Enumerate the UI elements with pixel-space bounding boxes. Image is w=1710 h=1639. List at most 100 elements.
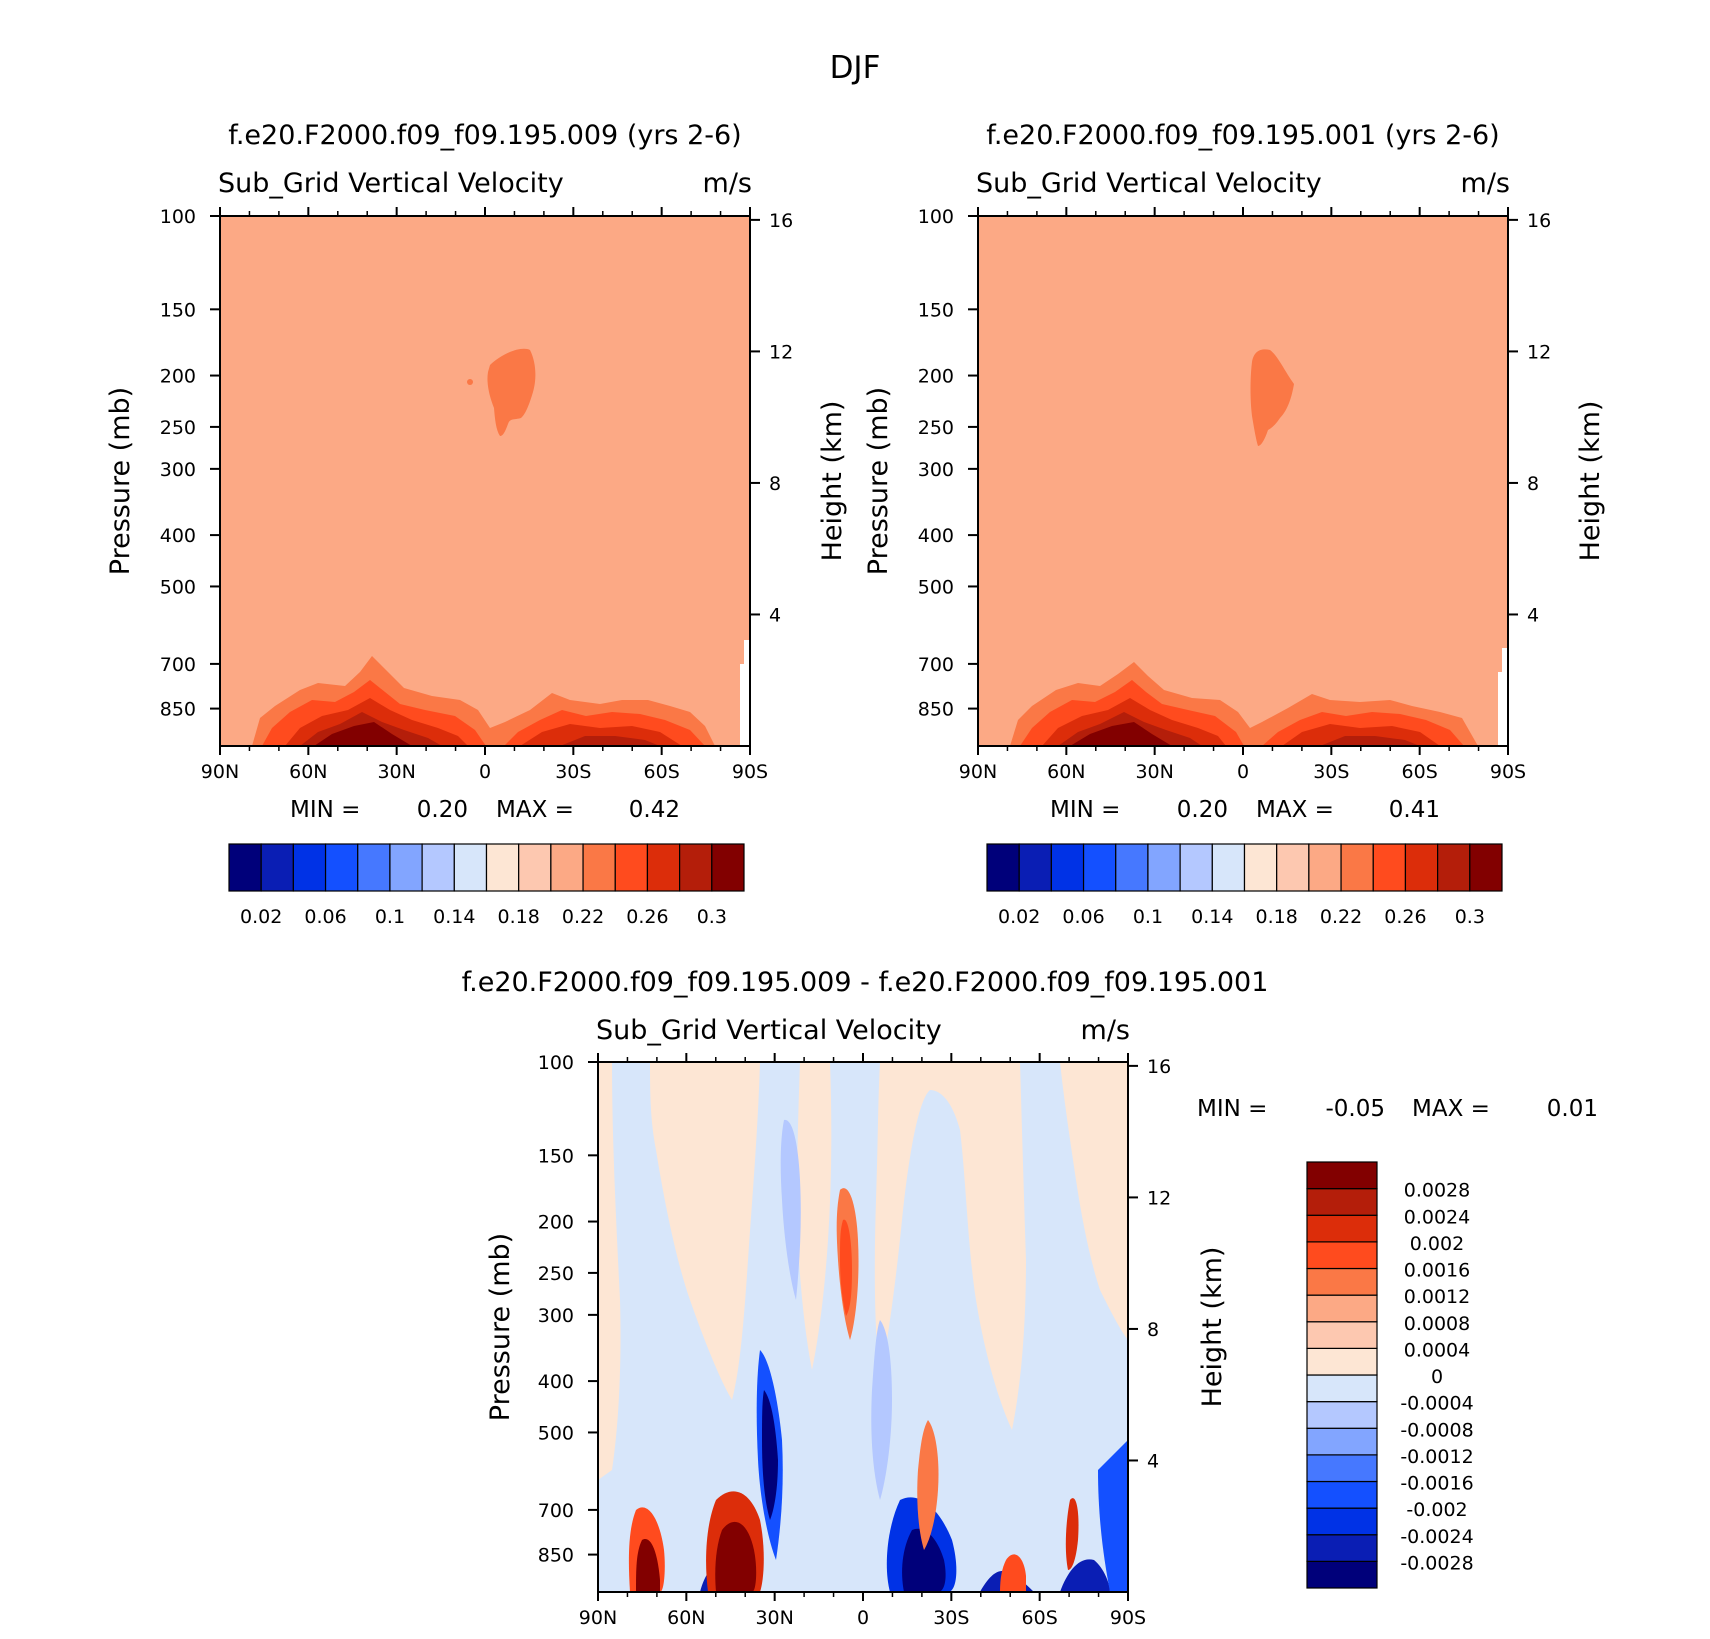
panel-3-ylabel: Pressure (mb) <box>485 1233 516 1421</box>
colorbar-box <box>1306 1374 1378 1403</box>
panel-1-plot-area <box>220 216 750 746</box>
colorbar-box <box>1306 1241 1378 1270</box>
x-tick-label: 30N <box>1135 761 1173 783</box>
colorbar-label: 0.18 <box>498 906 540 928</box>
panel-3-positive-core-2 <box>840 1219 852 1316</box>
panel-2-field <box>978 216 1508 746</box>
y-tick-label: 200 <box>160 366 196 388</box>
panel-1-colorbar: 0.02 0.06 0.1 0.14 0.18 0.22 0.26 0.3 <box>228 843 745 928</box>
colorbar-label: 0.002 <box>1410 1233 1464 1255</box>
panel-3-negative-band-2 <box>871 1320 892 1500</box>
colorbar-box <box>1276 843 1310 892</box>
colorbar-box <box>711 843 745 892</box>
x-tick-label: 0 <box>479 761 491 783</box>
colorbar-box <box>1308 843 1342 892</box>
colorbar-box <box>1306 1401 1378 1429</box>
x-tick-label: 60N <box>1047 761 1085 783</box>
y-tick-label: 100 <box>538 1052 574 1074</box>
colorbar-box <box>292 843 327 892</box>
colorbar-box <box>646 843 681 892</box>
panel-1: f.e20.F2000.f09_f09.195.009 (yrs 2-6) Su… <box>105 120 848 928</box>
colorbar-label: 0 <box>1431 1366 1443 1388</box>
colorbar-box <box>1306 1507 1378 1536</box>
x-tick-label: 90S <box>1110 1607 1146 1629</box>
colorbar-box <box>1306 1321 1378 1349</box>
x-tick-label: 60S <box>1402 761 1438 783</box>
colorbar-label: 0.06 <box>304 906 346 928</box>
y-tick-label: 250 <box>918 417 954 439</box>
panel-1-axes: 90N 60N 30N 0 30S 60S 90S 100 150 200 250 300 400 500… <box>160 206 793 783</box>
y2-tick-label: 4 <box>769 604 781 626</box>
panel-2-min-label: MIN = <box>1050 797 1120 823</box>
colorbar-box <box>986 843 1020 892</box>
colorbar-box <box>679 843 713 892</box>
y-tick-label: 300 <box>538 1305 574 1327</box>
panel-2-contour-upper-max <box>1250 349 1294 446</box>
y-tick-label: 200 <box>538 1212 574 1234</box>
y-tick-label: 850 <box>918 699 954 721</box>
panel-3-positive-core-8 <box>1000 1554 1026 1592</box>
y-tick-label: 150 <box>160 299 196 321</box>
panel-1-field <box>220 216 750 746</box>
y-tick-label: 300 <box>918 459 954 481</box>
panel-1-max-label: MAX = <box>496 797 574 823</box>
colorbar-box <box>614 843 649 892</box>
panel-1-contour-max <box>314 722 412 746</box>
panel-1-variable: Sub_Grid Vertical Velocity <box>218 168 564 199</box>
panel-1-missing-data <box>740 664 750 746</box>
y2-tick-label: 12 <box>769 341 793 363</box>
colorbar-label: 0.1 <box>1133 906 1163 928</box>
colorbar-label: 0.14 <box>433 906 475 928</box>
panel-3-positive-core-7 <box>715 1521 757 1592</box>
y2-tick-label: 16 <box>769 210 793 232</box>
colorbar-box <box>421 843 455 892</box>
panel-1-ylabel: Pressure (mb) <box>105 387 136 575</box>
panel-3-y2label: Height (km) <box>1197 1247 1228 1408</box>
y-tick-label: 150 <box>538 1145 574 1167</box>
colorbar-box <box>1306 1161 1378 1190</box>
panel-2-title: f.e20.F2000.f09_f09.195.001 (yrs 2-6) <box>986 120 1499 151</box>
colorbar-box <box>357 843 391 892</box>
colorbar-label: 0.26 <box>1384 906 1426 928</box>
panel-3-axes: 90N 60N 30N 0 30S 60S 90S 100 150 200 250 300 400 500… <box>538 1052 1171 1629</box>
panel-2-colorbar: 0.02 0.06 0.1 0.14 0.18 0.22 0.26 0.3 <box>986 843 1503 928</box>
panel-3-positive-core-5 <box>636 1539 660 1592</box>
y-tick-label: 500 <box>160 576 196 598</box>
colorbar-box <box>1306 1267 1378 1296</box>
y-tick-label: 400 <box>918 525 954 547</box>
panel-3-min-value: -0.05 <box>1325 1096 1385 1122</box>
panel-3-title: f.e20.F2000.f09_f09.195.009 - f.e20.F200… <box>462 967 1269 998</box>
y-tick-label: 400 <box>538 1371 574 1393</box>
colorbar-box <box>1018 843 1052 892</box>
y-tick-label: 850 <box>538 1545 574 1567</box>
colorbar-label: 0.26 <box>626 906 668 928</box>
colorbar-label: 0.18 <box>1256 906 1298 928</box>
colorbar-label: 0.0016 <box>1404 1260 1470 1282</box>
colorbar-label: 0.02 <box>998 906 1040 928</box>
colorbar-label: -0.002 <box>1406 1499 1467 1521</box>
colorbar-box <box>485 843 520 892</box>
panel-2-variable: Sub_Grid Vertical Velocity <box>976 168 1322 199</box>
colorbar-box <box>1179 843 1213 892</box>
colorbar-box <box>1437 843 1471 892</box>
colorbar-label: -0.0012 <box>1400 1446 1473 1468</box>
panel-3-positive-band-5 <box>1060 1062 1128 1340</box>
panel-2-missing-data <box>1498 672 1508 746</box>
colorbar-label: 0.02 <box>240 906 282 928</box>
panel-1-min-value: 0.20 <box>417 797 468 823</box>
colorbar-box <box>260 843 294 892</box>
panel-3-max-label: MAX = <box>1412 1096 1490 1122</box>
colorbar-label: -0.0028 <box>1400 1552 1473 1574</box>
colorbar-label: 0.1 <box>375 906 405 928</box>
panel-3-plot-area <box>598 1062 1128 1592</box>
panel-2-min-value: 0.20 <box>1177 797 1228 823</box>
y-tick-label: 700 <box>160 654 196 676</box>
panel-1-y2label: Height (km) <box>817 401 848 562</box>
y-tick-label: 100 <box>918 206 954 228</box>
colorbar-box <box>1469 843 1503 892</box>
x-tick-label: 90N <box>959 761 997 783</box>
panel-2-ylabel: Pressure (mb) <box>863 387 894 575</box>
colorbar-box <box>324 843 359 892</box>
panel-3-positive-band-3 <box>797 1062 832 1370</box>
